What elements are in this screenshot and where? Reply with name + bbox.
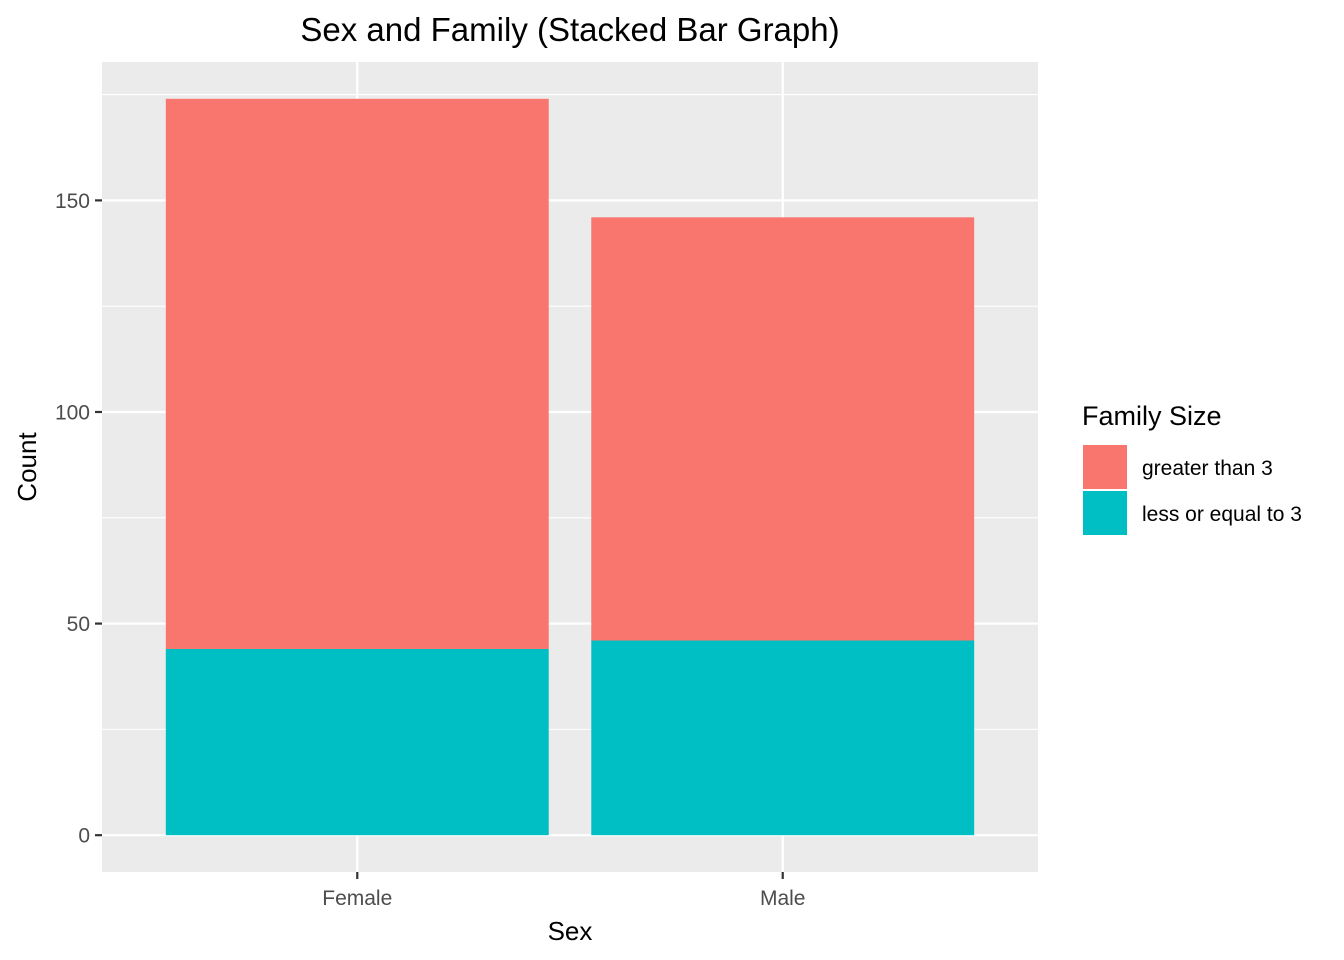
bar-female-less-or-equal-to-3 <box>165 648 549 836</box>
legend-swatch <box>1081 443 1129 491</box>
y-tick-label: 150 <box>55 190 90 213</box>
y-axis-title: Count <box>12 432 42 502</box>
x-tick-label: Male <box>760 887 806 910</box>
legend-label: less or equal to 3 <box>1142 503 1302 526</box>
x-axis-title: Sex <box>548 916 593 946</box>
legend-items: greater than 3 less or equal to 3 <box>1081 443 1302 537</box>
chart-title: Sex and Family (Stacked Bar Graph) <box>300 11 839 48</box>
x-tick-label: Female <box>322 887 392 910</box>
legend: Family Size greater than 3 less or equal … <box>1081 401 1302 537</box>
legend-swatch <box>1081 489 1129 537</box>
bar-female-greater-than-3 <box>165 98 549 649</box>
legend-title: Family Size <box>1082 401 1222 431</box>
y-tick-label: 100 <box>55 401 90 424</box>
bar-male-less-or-equal-to-3 <box>591 640 975 836</box>
y-axis: 0 50 100 150 <box>55 190 102 848</box>
x-axis: Female Male <box>322 872 805 910</box>
y-tick-label: 0 <box>78 825 90 848</box>
y-tick-label: 50 <box>67 613 90 636</box>
bars <box>165 98 975 836</box>
bar-male-greater-than-3 <box>591 217 975 641</box>
legend-label: greater than 3 <box>1142 457 1273 480</box>
